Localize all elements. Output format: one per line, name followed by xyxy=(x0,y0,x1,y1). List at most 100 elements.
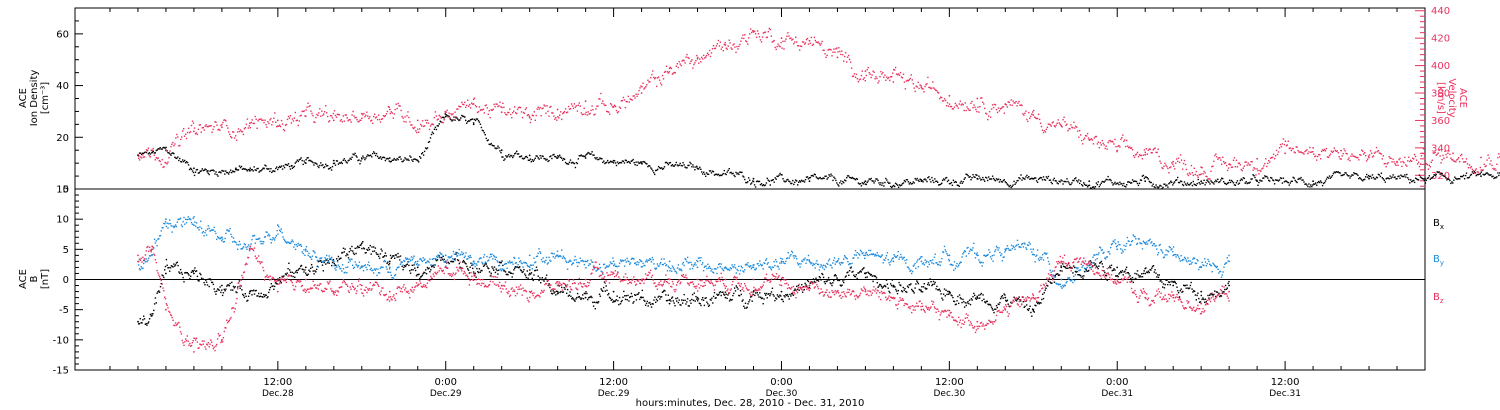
density-point xyxy=(266,167,268,170)
velocity-point xyxy=(296,119,298,121)
velocity-point xyxy=(1403,162,1405,164)
density-point xyxy=(222,170,224,172)
density-point xyxy=(972,174,974,176)
density-point xyxy=(162,146,164,149)
bx-point xyxy=(592,305,595,307)
density-point xyxy=(772,179,774,181)
density-point xyxy=(971,177,973,179)
density-point xyxy=(888,182,890,184)
bx-point xyxy=(590,295,592,298)
bx-point xyxy=(760,297,763,300)
velocity-point xyxy=(307,102,309,104)
density-point xyxy=(399,156,401,158)
bx-point xyxy=(778,296,780,298)
velocity-point xyxy=(1267,162,1269,165)
velocity-point xyxy=(332,112,335,115)
density-point xyxy=(705,172,708,174)
velocity-point xyxy=(737,48,739,50)
density-point xyxy=(296,159,298,161)
velocity-point xyxy=(843,60,845,62)
bx-point xyxy=(422,272,424,275)
velocity-point xyxy=(623,99,626,101)
velocity-point xyxy=(1021,104,1023,107)
bx-point xyxy=(261,296,263,298)
velocity-point xyxy=(625,100,627,103)
velocity-point xyxy=(1397,164,1399,167)
velocity-point xyxy=(778,45,780,47)
velocity-point xyxy=(589,112,591,115)
density-point xyxy=(842,180,844,183)
x-tick-date-label: Dec.31 xyxy=(1101,389,1133,399)
velocity-point xyxy=(1313,153,1315,155)
density-point xyxy=(1429,178,1431,180)
density-point xyxy=(997,178,1000,180)
velocity-point xyxy=(547,110,549,113)
bx-point xyxy=(165,258,168,261)
density-point xyxy=(1435,173,1437,176)
bx-point xyxy=(419,277,421,280)
velocity-point xyxy=(1481,169,1483,171)
bx-point xyxy=(718,293,720,296)
density-point xyxy=(1100,182,1102,184)
density-point xyxy=(829,175,831,177)
velocity-point xyxy=(315,116,317,119)
density-point xyxy=(861,182,863,184)
bx-point xyxy=(726,297,728,300)
bx-point xyxy=(236,291,238,294)
density-value-point xyxy=(1480,175,1482,178)
velocity-point xyxy=(1172,163,1174,165)
density-point xyxy=(803,181,806,183)
density-point xyxy=(298,159,300,161)
bx-point xyxy=(634,294,637,296)
velocity-value-point xyxy=(1284,152,1286,155)
velocity-point xyxy=(1319,158,1322,160)
density-point xyxy=(1265,176,1267,178)
x-tick-date-label: Dec.28 xyxy=(262,389,294,399)
velocity-point xyxy=(1322,149,1325,152)
velocity-point xyxy=(923,91,925,93)
density-point xyxy=(1239,179,1241,182)
density-point xyxy=(598,158,600,161)
velocity-point xyxy=(801,41,804,43)
density-point xyxy=(353,154,355,156)
velocity-point xyxy=(1418,165,1421,168)
velocity-point xyxy=(730,47,732,49)
bx-point xyxy=(512,272,514,275)
velocity-point xyxy=(610,104,613,106)
bx-point xyxy=(698,302,701,304)
velocity-point xyxy=(841,50,843,52)
velocity-point xyxy=(537,106,539,108)
density-point xyxy=(380,158,383,160)
density-point xyxy=(1018,177,1020,179)
bx-point xyxy=(273,285,276,288)
density-value-point xyxy=(864,180,867,183)
density-point xyxy=(832,179,834,182)
bx-point xyxy=(697,300,699,302)
velocity-point xyxy=(608,111,610,113)
bx-point xyxy=(481,269,483,272)
density-point xyxy=(1249,181,1251,183)
velocity-point xyxy=(811,44,814,46)
velocity-point xyxy=(1081,139,1083,142)
velocity-value-point xyxy=(1396,160,1398,163)
velocity-point xyxy=(289,115,292,117)
density-point xyxy=(439,120,441,122)
velocity-point xyxy=(1222,156,1224,158)
density-point xyxy=(1297,178,1299,181)
bx-point xyxy=(287,268,289,270)
velocity-point xyxy=(1393,161,1395,163)
velocity-point xyxy=(738,45,740,48)
density-point xyxy=(838,185,840,187)
velocity-point xyxy=(930,87,932,90)
density-point xyxy=(807,178,810,180)
bx-point xyxy=(586,292,588,295)
density-point xyxy=(1257,184,1259,186)
density-point xyxy=(638,162,640,165)
bx-point xyxy=(313,273,315,275)
velocity-point xyxy=(176,133,178,136)
density-point xyxy=(260,170,262,172)
density-point xyxy=(1420,177,1423,179)
bx-point xyxy=(441,256,443,259)
density-point xyxy=(1211,181,1213,183)
density-point xyxy=(228,173,230,175)
